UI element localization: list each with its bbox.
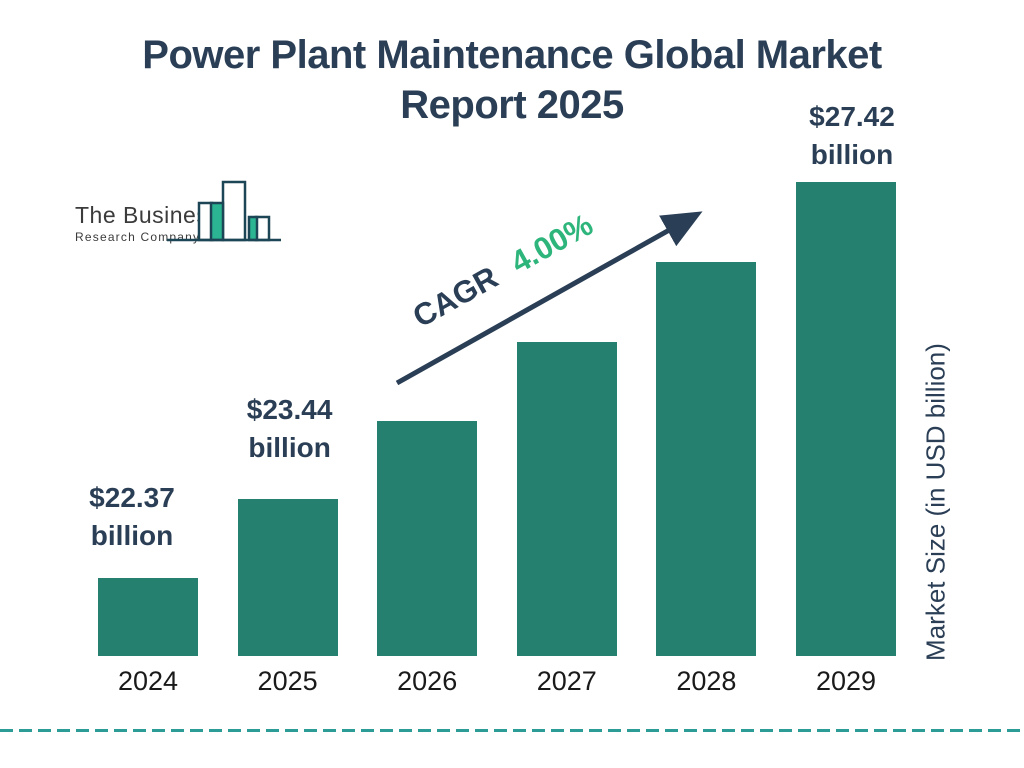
x-tick-2028: 2028	[676, 666, 737, 696]
bar-2028	[656, 262, 757, 656]
x-tick-2025: 2025	[257, 666, 318, 696]
x-tick-2027: 2027	[536, 666, 597, 696]
logo-text: The Business Research Company	[75, 202, 221, 244]
bar-2025	[237, 499, 338, 656]
dashed-divider	[0, 729, 1024, 732]
page-title-line2: Report 2025	[400, 83, 624, 127]
bar-2024	[98, 578, 198, 656]
cagr-trend-arrow	[395, 211, 703, 386]
y-axis-label: Market Size (in USD billion)	[920, 343, 951, 661]
bar-2027	[516, 342, 617, 656]
bar-value-label-2024: $22.37 billion	[89, 482, 175, 551]
x-tick-2029: 2029	[815, 666, 877, 696]
page-title-line1: Power Plant Maintenance Global Market	[142, 33, 882, 77]
logo-buildings-icon	[167, 180, 281, 242]
bar-value-label-2029: $27.42 billion	[809, 101, 895, 170]
page-title: Power Plant Maintenance Global Market Re…	[0, 30, 1024, 130]
logo-name: The Business	[75, 202, 221, 228]
x-tick-2026: 2026	[397, 666, 458, 696]
logo: The Business Research Company	[70, 178, 285, 248]
bar-value-label-2025: $23.44 billion	[246, 394, 333, 463]
x-tick-2024: 2024	[117, 666, 179, 696]
bar-2029	[796, 182, 896, 656]
bar-2026	[377, 421, 478, 656]
